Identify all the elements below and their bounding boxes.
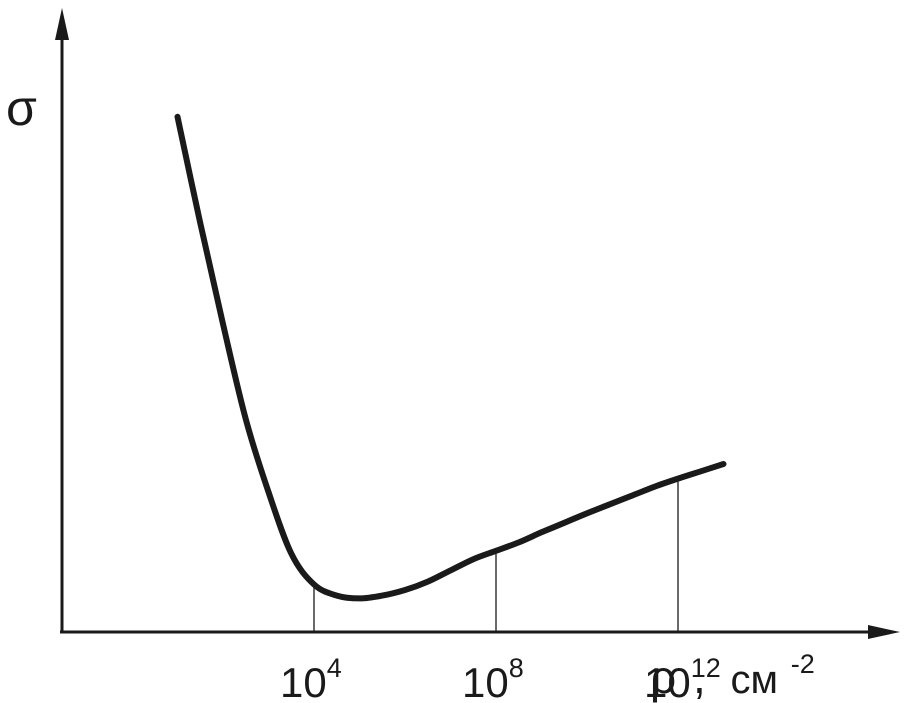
sigma-curve <box>174 113 727 602</box>
y-axis-label: σ <box>6 80 37 136</box>
y-axis-arrow-icon <box>55 8 69 40</box>
x-axis-unit: см <box>731 658 779 702</box>
x-tick-labels: 104 108 1012 <box>280 653 721 703</box>
x-axis-separator: , <box>693 651 706 703</box>
axes <box>55 8 900 639</box>
x-axis-unit-exponent: -2 <box>791 649 815 679</box>
x-axis-symbol: ρ <box>650 651 676 703</box>
x-axis-arrow-icon <box>868 625 900 639</box>
drop-lines <box>313 481 679 632</box>
x-tick-label: 108 <box>462 653 524 703</box>
x-tick-base: 10 <box>462 659 509 703</box>
x-tick-base: 10 <box>280 659 327 703</box>
x-tick-label: 104 <box>280 653 342 703</box>
x-tick-exponent: 4 <box>327 653 342 683</box>
x-axis-label: ρ , см -2 <box>650 649 815 703</box>
x-tick-exponent: 12 <box>691 653 721 683</box>
x-tick-exponent: 8 <box>509 653 524 683</box>
x-tick-label: 1012 <box>644 653 721 703</box>
x-tick-base: 10 <box>644 659 691 703</box>
